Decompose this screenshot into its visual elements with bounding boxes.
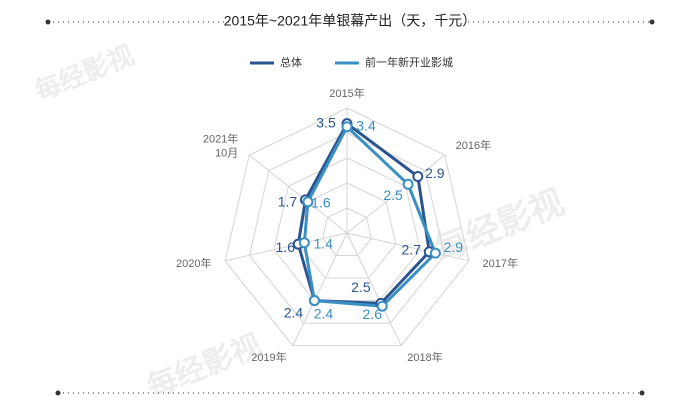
grid-ring	[322, 207, 372, 257]
data-label: 2.5	[383, 187, 403, 203]
data-point	[308, 295, 320, 307]
data-label: 1.6	[276, 239, 296, 255]
data-label: 3.5	[316, 114, 336, 130]
data-point	[302, 196, 314, 208]
data-label: 2.9	[444, 239, 464, 255]
data-point	[298, 237, 310, 249]
data-point	[376, 300, 388, 312]
axis-label: 2020年	[176, 256, 211, 270]
axis-label-line: 10月	[215, 147, 238, 159]
grid-spoke	[248, 154, 348, 234]
axis-label: 2017年	[483, 256, 518, 270]
data-point	[341, 121, 353, 133]
data-label: 1.6	[311, 195, 331, 211]
grid-spoke	[346, 232, 402, 346]
data-label: 2.4	[284, 304, 304, 320]
data-label: 2.5	[351, 279, 371, 295]
data-label: 2.6	[363, 306, 383, 322]
legend-label: 前一年新开业影城	[365, 55, 453, 69]
chart-title: 2015年~2021年单银幕产出（天，千元）	[224, 13, 476, 29]
data-point	[429, 247, 441, 259]
grid-spoke	[346, 154, 446, 234]
series-line	[296, 122, 431, 305]
axis-label: 2018年	[407, 350, 442, 364]
rule-dot	[649, 19, 655, 25]
grid-spoke	[292, 232, 348, 346]
axis-label: 2019年	[251, 350, 286, 364]
data-point	[402, 178, 414, 190]
data-point	[412, 170, 424, 182]
grid-spoke	[225, 232, 348, 262]
data-label: 1.4	[314, 235, 334, 251]
axis-label-line: 2021年	[203, 131, 238, 145]
rule-dot	[55, 390, 61, 396]
series-line	[302, 125, 437, 308]
grid-spoke	[346, 232, 469, 262]
rule-dot	[639, 390, 645, 396]
watermark: 每经影视	[30, 40, 138, 107]
data-label: 2.9	[425, 165, 445, 181]
data-label: 1.7	[278, 194, 298, 210]
axis-label: 2016年	[456, 138, 491, 152]
data-label: 2.4	[314, 305, 334, 321]
watermark: 每经影视	[142, 328, 266, 401]
grid-ring	[224, 107, 470, 347]
grid-ring	[248, 132, 446, 324]
axis-label: 2015年	[329, 86, 364, 100]
legend-label: 总体	[280, 55, 302, 69]
axis-label: 2021年 10月	[203, 131, 238, 159]
data-label: 3.4	[356, 117, 376, 133]
rule-dot	[45, 19, 51, 25]
data-label: 2.7	[402, 241, 422, 257]
